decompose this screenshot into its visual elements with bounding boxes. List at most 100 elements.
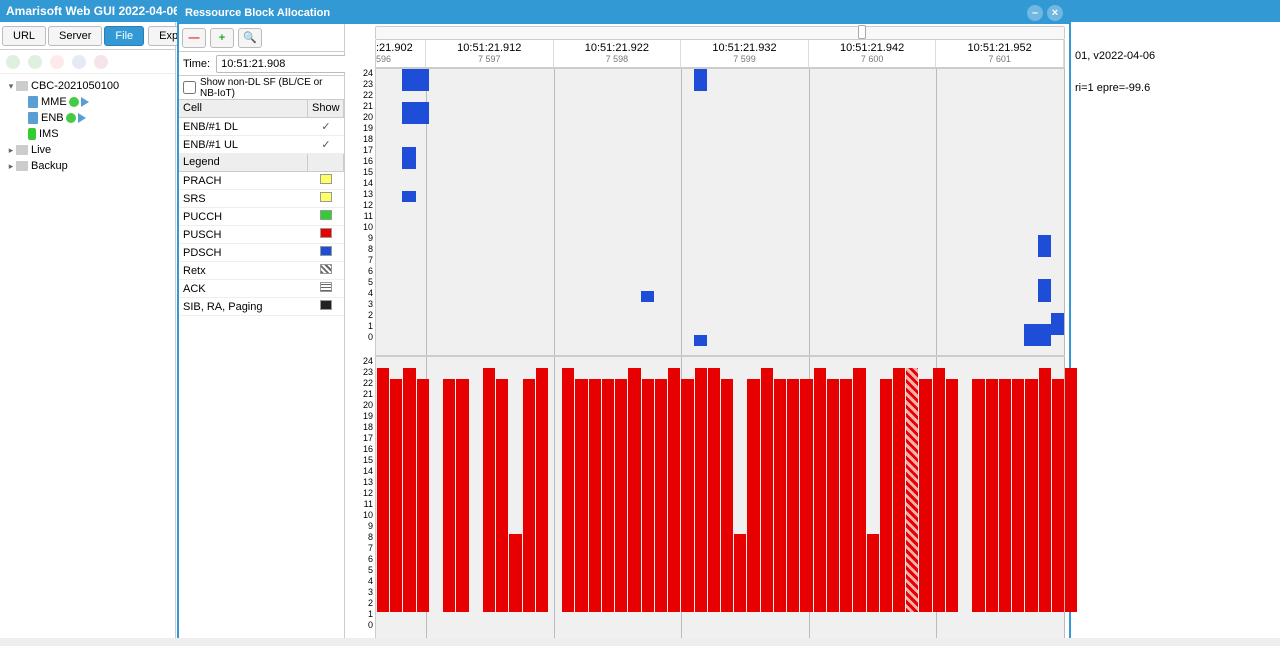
pusch-block [880, 379, 892, 612]
tab-url[interactable]: URL [2, 26, 46, 46]
time-axis: :21.90259610:51:21.9127 59710:51:21.9227… [375, 40, 1065, 68]
y-tick: 7 [345, 543, 375, 554]
pusch-block [523, 379, 535, 612]
legend-hdr-label: Legend [179, 154, 308, 171]
play-icon[interactable] [78, 113, 86, 123]
cell-name: ENB/#1 DL [179, 121, 308, 133]
pusch-block [390, 379, 402, 612]
tree-node-mme[interactable]: MME [2, 94, 173, 110]
nav-icon-row [0, 50, 175, 74]
tree-node-label: MME [41, 96, 67, 108]
lower-chart[interactable] [375, 356, 1065, 644]
pusch-block [933, 368, 945, 612]
pusch-block [999, 379, 1011, 612]
cell-grid-header: Cell Show [179, 100, 344, 118]
cell-row[interactable]: ENB/#1 UL✓ [179, 136, 344, 154]
pusch-block [681, 379, 693, 612]
y-tick: 5 [345, 565, 375, 576]
y-axis-lower: 2423222120191817161514131211109876543210 [345, 356, 375, 631]
slider-thumb[interactable] [858, 25, 866, 39]
cell-show-check[interactable]: ✓ [308, 138, 344, 151]
search-button[interactable]: 🔍 [238, 28, 262, 48]
y-tick: 13 [345, 189, 375, 200]
tree-backup[interactable]: ▸ Backup [2, 158, 173, 174]
y-tick: 19 [345, 123, 375, 134]
y-tick: 2 [345, 310, 375, 321]
pusch-block [972, 379, 984, 612]
pusch-block [496, 379, 508, 612]
pusch-block [1039, 368, 1051, 612]
expand-icon[interactable]: ▸ [6, 161, 16, 172]
gridline [681, 69, 682, 355]
bottom-scrollbar[interactable] [0, 638, 1280, 646]
tree-node-enb[interactable]: ENB [2, 110, 173, 126]
pusch-block [761, 368, 773, 612]
upper-chart[interactable] [375, 68, 1065, 356]
nav-fwd-icon[interactable] [94, 55, 108, 69]
pusch-block [443, 379, 455, 612]
expand-icon[interactable]: ▸ [6, 145, 16, 156]
pdsch-block [402, 102, 428, 124]
pusch-block [403, 368, 415, 612]
window-titlebar[interactable]: Ressource Block Allocation – × [179, 2, 1069, 24]
tab-file[interactable]: File [104, 26, 144, 46]
pusch-block [867, 534, 879, 612]
pusch-block [774, 379, 786, 612]
nav-back-icon[interactable] [6, 55, 20, 69]
tab-server[interactable]: Server [48, 26, 102, 46]
xaxis-left: :21.902 [376, 42, 425, 54]
time-slider[interactable] [375, 26, 1065, 40]
y-tick: 15 [345, 455, 375, 466]
close-icon[interactable]: × [1047, 5, 1063, 21]
pusch-block [853, 368, 865, 612]
y-tick: 0 [345, 620, 375, 631]
pusch-block [668, 368, 680, 612]
zoom-out-button[interactable]: — [182, 28, 206, 48]
legend-swatch [320, 228, 332, 238]
y-tick: 8 [345, 244, 375, 255]
pusch-block [787, 379, 799, 612]
right-line2: ri=1 epre=-99.6 [1075, 82, 1276, 94]
y-tick: 7 [345, 255, 375, 266]
y-tick: 9 [345, 521, 375, 532]
xaxis-tick: 10:51:21.9127 597 [426, 40, 554, 67]
nav-stop-icon[interactable] [50, 55, 64, 69]
expand-icon[interactable]: ▾ [6, 81, 16, 92]
y-tick: 6 [345, 554, 375, 565]
y-tick: 14 [345, 466, 375, 477]
y-tick: 21 [345, 389, 375, 400]
pusch-block [1025, 379, 1037, 612]
legend-name: PUCCH [179, 211, 308, 223]
minimize-icon[interactable]: – [1027, 5, 1043, 21]
cell-show-check[interactable]: ✓ [308, 120, 344, 133]
tree-root[interactable]: ▾ CBC-2021050100 [2, 78, 173, 94]
legend-row: PDSCH [179, 244, 344, 262]
y-tick: 13 [345, 477, 375, 488]
show-non-dl-row[interactable]: Show non-DL SF (BL/CE or NB-IoT) [179, 76, 344, 100]
y-tick: 1 [345, 321, 375, 332]
show-non-dl-label: Show non-DL SF (BL/CE or NB-IoT) [200, 77, 340, 99]
pusch-block [509, 534, 521, 612]
right-info: 01, v2022-04-06 ri=1 epre=-99.6 [1071, 22, 1280, 646]
pdsch-block [641, 291, 654, 302]
tree-live[interactable]: ▸ Live [2, 142, 173, 158]
legend-name: PDSCH [179, 247, 308, 259]
play-icon[interactable] [81, 97, 89, 107]
cell-row[interactable]: ENB/#1 DL✓ [179, 118, 344, 136]
tree-node-ims[interactable]: IMS [2, 126, 173, 142]
zoom-in-button[interactable]: + [210, 28, 234, 48]
nav-refresh-icon[interactable] [72, 55, 86, 69]
pusch-block [827, 379, 839, 612]
y-tick: 10 [345, 222, 375, 233]
legend-header: Legend [179, 154, 344, 172]
legend-row: Retx [179, 262, 344, 280]
xaxis-tick: 10:51:21.9227 598 [554, 40, 682, 67]
y-tick: 19 [345, 411, 375, 422]
y-tick: 24 [345, 68, 375, 79]
nav-check-icon[interactable] [28, 55, 42, 69]
pdsch-block [1038, 235, 1051, 257]
y-tick: 22 [345, 90, 375, 101]
pusch-block [919, 379, 931, 612]
show-non-dl-checkbox[interactable] [183, 81, 196, 94]
pusch-block [377, 368, 389, 612]
